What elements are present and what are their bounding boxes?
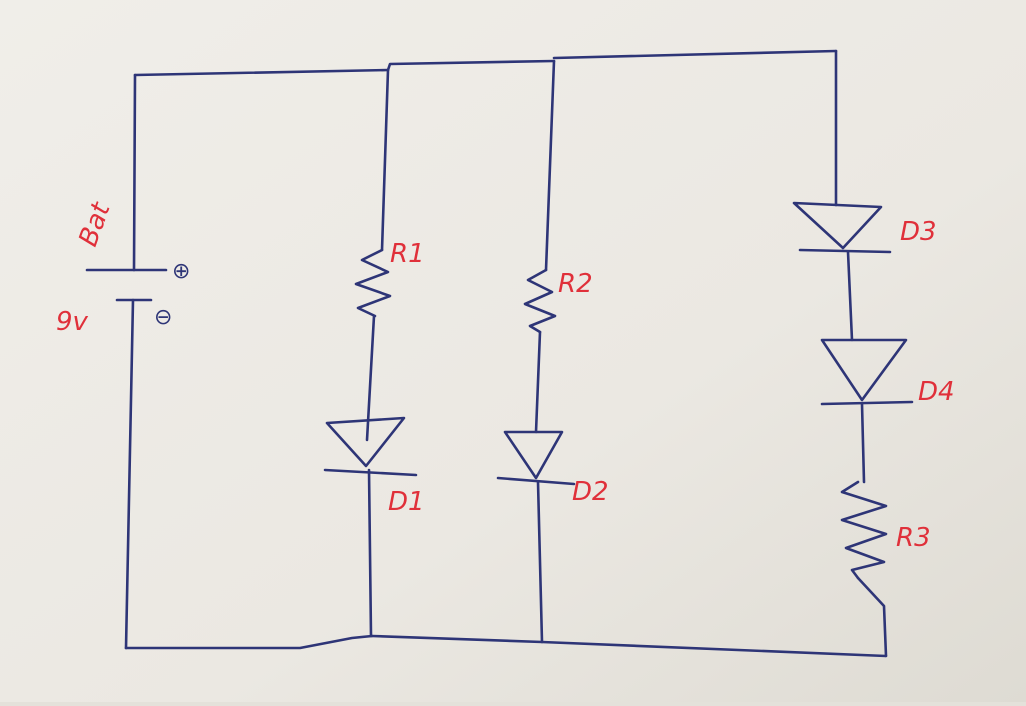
wire-branch2-bottom — [536, 480, 544, 644]
label-d4: D4 — [918, 377, 955, 407]
battery-plus-symbol: ⊕ — [172, 259, 190, 284]
diode-d2-bar — [496, 476, 576, 486]
diode-d3 — [792, 201, 883, 250]
diode-d4-bar — [820, 400, 914, 406]
label-d2: D2 — [572, 477, 609, 507]
wire-branch2-top — [544, 59, 556, 272]
battery-voltage-label: 9v — [56, 307, 89, 337]
wire-battery-bottom — [124, 298, 135, 650]
wire-branch1-bottom — [367, 468, 373, 638]
wire-branch1-top — [380, 68, 390, 252]
wire-battery-top — [132, 73, 137, 272]
resistor-r3 — [840, 480, 888, 580]
wire-top-right — [552, 49, 838, 60]
battery-minus-symbol: ⊖ — [154, 305, 172, 330]
diode-d1 — [325, 416, 406, 468]
label-r3: R3 — [896, 523, 931, 553]
label-d3: D3 — [900, 217, 937, 247]
wire-branch3-d3-d4 — [846, 250, 854, 342]
wire-branch3-d4-r3 — [860, 402, 866, 484]
wire-bottom-right — [540, 640, 888, 658]
resistor-r2 — [523, 268, 557, 334]
label-r2: R2 — [558, 269, 593, 299]
diode-d3-bar — [798, 248, 892, 254]
wire-branch3-bottom — [856, 576, 888, 658]
wire-bottom-middle — [370, 634, 544, 644]
wire-top-left — [133, 68, 390, 77]
diode-d1-bar — [323, 468, 418, 477]
diode-d4 — [820, 338, 908, 402]
label-d1: D1 — [388, 487, 425, 517]
diode-d2 — [503, 430, 564, 480]
wire-top-middle — [386, 59, 556, 72]
resistor-r1 — [354, 248, 392, 318]
label-r1: R1 — [390, 239, 425, 269]
wire-bottom-left — [124, 634, 374, 650]
wire-branch2-middle — [534, 330, 542, 434]
